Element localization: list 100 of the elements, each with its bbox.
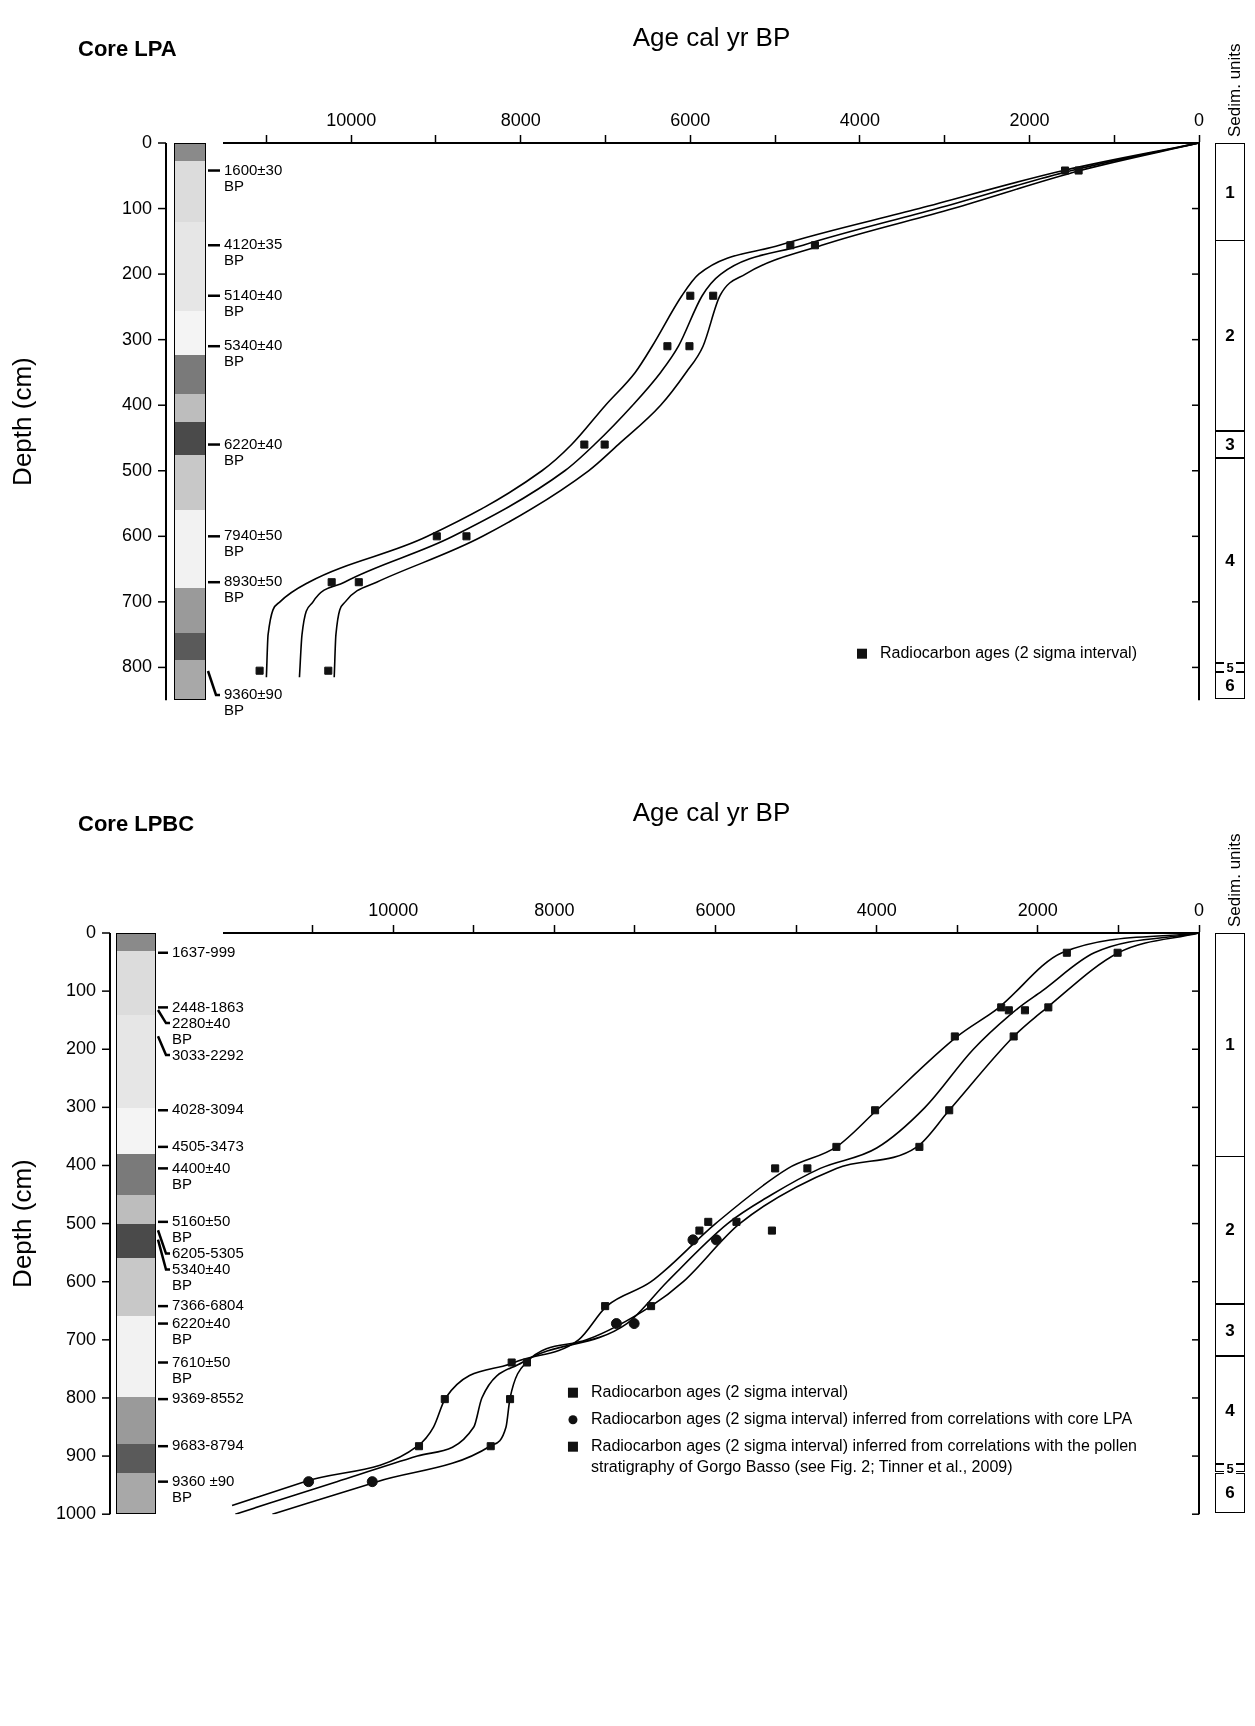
x-tick-label: 4000 — [839, 110, 880, 131]
text: 6 — [1225, 1483, 1235, 1503]
annotation: 6205-5305 — [172, 1244, 244, 1261]
point — [522, 1358, 532, 1367]
y-axis-title: Depth (cm) — [6, 1159, 37, 1288]
legend-label: Radiocarbon ages (2 sigma interval) inferred from correlations with the pollen stratigraphy of Gorgo Basso (see Fig. 2; Tinner et al., 2009) — [590, 1437, 1138, 1476]
text: Sedim. units — [1224, 43, 1244, 137]
y-tick-label: 1000 — [55, 1503, 96, 1524]
annotation: 4400±40 BP — [172, 1158, 231, 1192]
text: 3 — [1225, 1320, 1235, 1340]
point — [1009, 1032, 1018, 1041]
point — [432, 532, 441, 541]
point — [600, 440, 609, 449]
point — [710, 1234, 722, 1246]
point — [950, 1032, 959, 1041]
y-tick-label: 300 — [65, 1096, 96, 1117]
y-tick-label: 900 — [65, 1445, 96, 1466]
y-tick-label: 400 — [121, 394, 152, 415]
text: 4 — [1225, 551, 1235, 571]
y-tick-label: 500 — [65, 1212, 96, 1233]
x-tick-label: 4000 — [856, 900, 897, 921]
annotation: 4505-3473 — [172, 1137, 244, 1155]
annotation: 5140±40 BP — [224, 285, 283, 319]
y-tick-label: 300 — [121, 328, 152, 349]
chart-title: Core LPA — [78, 36, 177, 62]
y-tick-label: 600 — [65, 1270, 96, 1291]
legend-label: Radiocarbon ages (2 sigma interval) inferred from correlations with core LPA — [590, 1410, 1133, 1428]
point — [803, 1164, 812, 1173]
y-tick-label: 100 — [65, 980, 96, 1001]
text: 1 — [1225, 1035, 1235, 1055]
x-tick-label: 6000 — [695, 900, 736, 921]
text: 4 — [1225, 1400, 1235, 1420]
point — [997, 1003, 1006, 1012]
point — [1113, 948, 1122, 957]
point — [871, 1106, 880, 1115]
x-tick-label: 10000 — [368, 900, 419, 921]
y-tick-label: 0 — [85, 921, 96, 942]
text: 1 — [1225, 182, 1235, 202]
point — [255, 666, 264, 675]
point — [610, 1318, 622, 1330]
x-tick-label: 8000 — [534, 900, 575, 921]
point — [832, 1142, 841, 1151]
annotation: 7610±50 BP — [172, 1352, 231, 1386]
point — [704, 1217, 713, 1226]
y-tick-label: 800 — [121, 656, 152, 677]
point — [327, 578, 336, 587]
x-tick-label: 2000 — [1009, 110, 1050, 131]
annotation: 5160±50 BP — [172, 1212, 231, 1245]
y-tick-label: 0 — [141, 131, 152, 152]
point — [695, 1226, 704, 1235]
point — [686, 291, 695, 300]
point — [663, 342, 672, 351]
y-tick-label: 200 — [65, 1038, 96, 1059]
point — [303, 1476, 315, 1488]
x-tick-label: 0 — [1193, 110, 1205, 131]
annotation: 3033-2292 — [172, 1045, 244, 1063]
point — [685, 342, 694, 351]
y-tick-label: 800 — [65, 1386, 96, 1407]
point — [440, 1395, 449, 1404]
annotation: 6220±40 BP — [172, 1313, 231, 1347]
point — [810, 241, 819, 250]
point — [1061, 166, 1070, 175]
point — [1044, 1003, 1053, 1012]
annotation: 7366-6804 — [172, 1296, 244, 1314]
point — [366, 1476, 378, 1488]
annotation: 9369-8552 — [172, 1389, 244, 1407]
y-tick-label: 200 — [121, 263, 152, 284]
point — [601, 1302, 610, 1311]
legend-label: Radiocarbon ages (2 sigma interval) — [879, 644, 1137, 662]
x-tick-label: 6000 — [670, 110, 711, 131]
annotation: 4120±35 BP — [224, 235, 283, 269]
text: 2 — [1225, 326, 1235, 346]
annotation: 2280±40 BP — [172, 1013, 231, 1047]
point — [580, 440, 589, 449]
y-tick-label: 100 — [121, 197, 152, 218]
annotation: 9683-8794 — [172, 1436, 244, 1454]
x-axis-title: Age cal yr BP — [632, 21, 791, 52]
point — [687, 1234, 699, 1246]
text: 5 — [1224, 659, 1236, 675]
point — [732, 1217, 741, 1226]
y-tick-label: 600 — [121, 525, 152, 546]
annotation: 2448-1863 — [172, 997, 244, 1015]
point — [1020, 1006, 1029, 1015]
x-axis-title: Age cal yr BP — [632, 796, 791, 827]
text: 6 — [1225, 675, 1235, 695]
annotation: 9360 ±90 BP — [172, 1471, 235, 1505]
point — [507, 1358, 516, 1367]
point — [462, 532, 471, 541]
x-tick-label: 0 — [1193, 900, 1205, 921]
y-axis-title: Depth (cm) — [6, 357, 37, 486]
point — [486, 1442, 495, 1451]
legend-label: Radiocarbon ages (2 sigma interval) — [590, 1383, 848, 1401]
x-tick-label: 10000 — [326, 110, 377, 131]
point — [945, 1106, 954, 1115]
x-tick-label: 8000 — [500, 110, 541, 131]
point — [628, 1318, 640, 1330]
text: Sedim. units — [1224, 833, 1244, 927]
point — [767, 1226, 776, 1235]
annotation: 5340±40 BP — [224, 336, 283, 370]
point — [1074, 166, 1083, 175]
